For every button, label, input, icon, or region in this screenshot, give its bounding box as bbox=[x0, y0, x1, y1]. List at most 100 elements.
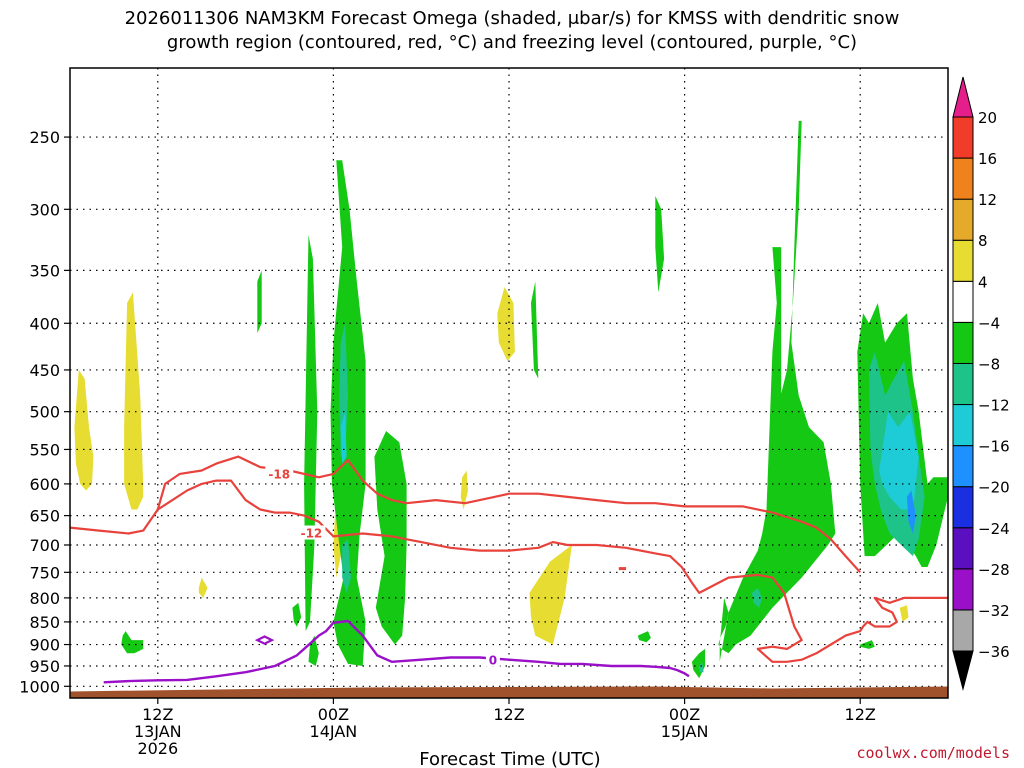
omega-region bbox=[292, 602, 302, 627]
omega-region bbox=[718, 120, 836, 662]
colorbar-segment bbox=[952, 404, 974, 447]
omega-region bbox=[531, 281, 539, 379]
y-tick-label: 950 bbox=[29, 657, 60, 676]
omega-region bbox=[74, 369, 94, 491]
dgz-contour-line bbox=[156, 455, 862, 574]
colorbar-segment bbox=[952, 280, 974, 323]
colorbar-tick-label: −36 bbox=[978, 643, 1010, 661]
freezing-level-ring bbox=[254, 635, 275, 645]
credit-text: coolwx.com/models bbox=[856, 744, 1010, 762]
y-tick-label: 500 bbox=[29, 403, 60, 422]
chart-title-line2: growth region (contoured, red, °C) and f… bbox=[167, 32, 857, 53]
colorbar-segment bbox=[952, 650, 974, 691]
colorbar-tick-label: −32 bbox=[978, 602, 1010, 620]
colorbar-segment bbox=[952, 157, 974, 200]
colorbar-tick-label: −16 bbox=[978, 438, 1010, 456]
x-tick-label: 00Z bbox=[318, 705, 349, 724]
y-tick-label: 400 bbox=[29, 314, 60, 333]
plot-area bbox=[70, 68, 948, 698]
x-tick-label: 2026 bbox=[137, 739, 178, 758]
omega-region bbox=[655, 195, 665, 293]
colorbar-tick-label: 20 bbox=[978, 109, 997, 127]
contour-label-bg bbox=[265, 466, 294, 481]
y-tick-label: 700 bbox=[29, 536, 60, 555]
omega-region bbox=[257, 270, 262, 334]
terrain-fill bbox=[70, 686, 948, 698]
dgz-contour-label: -12 bbox=[301, 526, 323, 540]
colorbar-segment bbox=[952, 445, 974, 488]
omega-region bbox=[339, 323, 348, 457]
colorbar-tick-label: −28 bbox=[978, 561, 1010, 579]
colorbar-segment bbox=[952, 239, 974, 282]
colorbar-tick-label: −4 bbox=[978, 314, 1000, 332]
grid-lines bbox=[70, 68, 948, 698]
x-tick-label: 13JAN bbox=[134, 722, 182, 741]
y-tick-label: 900 bbox=[29, 636, 60, 655]
plot-background bbox=[70, 68, 948, 698]
colorbar-tick-label: 8 bbox=[978, 232, 988, 250]
y-tick-label: 600 bbox=[29, 475, 60, 494]
omega-region bbox=[529, 545, 572, 645]
colorbar-tick-label: 12 bbox=[978, 191, 997, 209]
y-tick-label: 300 bbox=[29, 200, 60, 219]
omega-region bbox=[860, 640, 875, 649]
contour-label-bg bbox=[297, 525, 326, 540]
omega-region bbox=[751, 587, 763, 608]
omega-region bbox=[699, 661, 704, 673]
x-tick-label: 12Z bbox=[142, 705, 173, 724]
omega-region bbox=[907, 490, 916, 534]
terrain bbox=[70, 686, 948, 698]
omega-region bbox=[330, 160, 366, 666]
colorbar: −36 −32 −28 −24 −20 −16 −12 −8 −4 4 8 12 16 20 bbox=[952, 76, 1010, 691]
omega-region bbox=[899, 605, 909, 622]
y-tick-label: 450 bbox=[29, 361, 60, 380]
omega-region bbox=[879, 411, 919, 510]
x-axis-label: Forecast Time (UTC) bbox=[419, 749, 600, 768]
colorbar-segment bbox=[952, 362, 974, 406]
colorbar-segment bbox=[952, 321, 974, 364]
colorbar-segment bbox=[952, 116, 974, 159]
colorbar-tick-label: −12 bbox=[978, 397, 1010, 415]
omega-region bbox=[340, 411, 347, 464]
colorbar-tick-label: −20 bbox=[978, 479, 1010, 497]
omega-region bbox=[121, 631, 144, 654]
y-tick-label: 800 bbox=[29, 589, 60, 608]
omega-region bbox=[124, 292, 144, 510]
colorbar-segment bbox=[952, 609, 974, 652]
y-axis: 250 300 350 400 450 500 550 600 650 700 750 800 850 9… bbox=[19, 128, 70, 696]
colorbar-segment bbox=[952, 527, 974, 570]
colorbar-segment bbox=[952, 76, 974, 118]
omega-region bbox=[637, 631, 651, 643]
y-tick-label: 1000 bbox=[19, 677, 60, 696]
y-tick-label: 550 bbox=[29, 440, 60, 459]
colorbar-segment bbox=[952, 198, 974, 241]
colorbar-segment bbox=[952, 568, 974, 611]
contours: -18 -12 0 bbox=[70, 455, 948, 684]
colorbar-segment bbox=[952, 486, 974, 529]
x-tick-label: 15JAN bbox=[661, 722, 709, 741]
freezing-level-label: 0 bbox=[489, 654, 497, 668]
dgz-contour-line bbox=[70, 479, 948, 663]
omega-region bbox=[497, 287, 515, 361]
x-tick-label: 14JAN bbox=[310, 722, 358, 741]
freezing-label-bg bbox=[485, 652, 500, 667]
colorbar-tick-label: 4 bbox=[978, 273, 988, 291]
y-tick-label: 250 bbox=[29, 128, 60, 147]
colorbar-tick-label: −8 bbox=[978, 355, 1000, 373]
y-tick-label: 350 bbox=[29, 261, 60, 280]
omega-region bbox=[198, 577, 208, 598]
y-tick-label: 650 bbox=[29, 507, 60, 526]
omega-region bbox=[460, 470, 468, 510]
colorbar-tick-label: 16 bbox=[978, 150, 997, 168]
dgz-contour-label: -18 bbox=[268, 468, 290, 482]
omega-region bbox=[342, 539, 351, 593]
x-tick-label: 12Z bbox=[845, 705, 876, 724]
y-tick-label: 850 bbox=[29, 613, 60, 632]
y-tick-label: 750 bbox=[29, 563, 60, 582]
x-tick-label: 12Z bbox=[493, 705, 524, 724]
freezing-level-line bbox=[103, 619, 690, 684]
x-tick-label: 00Z bbox=[669, 705, 700, 724]
colorbar-tick-label: −24 bbox=[978, 520, 1010, 538]
